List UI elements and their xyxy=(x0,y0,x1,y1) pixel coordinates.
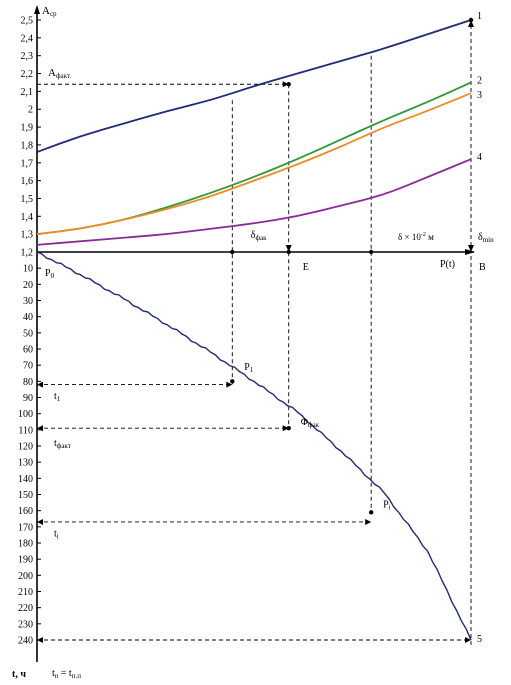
t-tick-label: 80 xyxy=(23,377,33,388)
y-tick-label: 2,3 xyxy=(21,51,34,62)
y-tick-label: 2 xyxy=(28,105,33,116)
point-marker xyxy=(368,249,374,255)
t-tick-label: 200 xyxy=(18,571,33,582)
t-tick-label: 240 xyxy=(18,636,33,647)
y-tick-label: 1,9 xyxy=(21,123,34,134)
a-fact-label: Aфакт. xyxy=(48,67,71,80)
series-2-label: 2 xyxy=(477,75,482,86)
t-tick-label: 20 xyxy=(23,280,33,291)
series-3-line xyxy=(36,92,472,236)
t-tick-label: 40 xyxy=(23,312,33,323)
t-tick-label: 120 xyxy=(18,442,33,453)
ti-guide-arrow-left xyxy=(37,518,43,525)
series-3-label: 3 xyxy=(477,90,482,101)
y-tick-label: 2,1 xyxy=(21,87,34,98)
series-5-line xyxy=(36,251,472,641)
phi-fact-label: Φфак xyxy=(301,417,320,429)
t-tick-label: 170 xyxy=(18,522,33,533)
series-5-label: 5 xyxy=(477,634,482,645)
point-marker xyxy=(286,82,291,87)
y-tick-label: 2,4 xyxy=(21,33,34,44)
series-1-label: 1 xyxy=(477,11,482,22)
t-tick-label: 110 xyxy=(18,425,33,436)
series-2-line xyxy=(36,81,472,236)
p0-label: P0 xyxy=(45,268,55,280)
point-marker xyxy=(368,510,374,515)
a-fact-arrow xyxy=(282,81,289,88)
e-arrow xyxy=(285,245,292,252)
y-tick-label: 1,8 xyxy=(21,140,34,151)
series-4-line xyxy=(36,158,472,246)
t-tick-label: 90 xyxy=(23,393,33,404)
t-tick-label: 140 xyxy=(18,474,33,485)
tn-guide-arrow-right xyxy=(465,637,471,643)
point-marker xyxy=(230,379,235,384)
point-e-label: E xyxy=(303,262,309,273)
t-tick-label: 10 xyxy=(23,264,33,275)
point-marker xyxy=(468,17,474,23)
t-tick-label: 190 xyxy=(18,555,33,566)
t-tick-label: 60 xyxy=(23,345,33,356)
t-tick-label: 210 xyxy=(18,587,33,598)
y-axis-arrow xyxy=(34,5,40,14)
t-tick-label: 30 xyxy=(23,296,33,307)
point-marker xyxy=(286,249,291,255)
t-axis-label: t, ч xyxy=(12,669,26,680)
t-tick-label: 100 xyxy=(18,409,33,420)
t-tick-label: 70 xyxy=(23,361,33,372)
scale-label: δ × 10-2 м xyxy=(398,232,434,242)
y-tick-label: 1,3 xyxy=(21,230,34,241)
y-tick-label: 2,2 xyxy=(21,69,34,80)
tfact-guide-arrow-left xyxy=(37,425,43,432)
point-marker xyxy=(286,426,291,431)
t-tick-label: 150 xyxy=(18,490,33,501)
series-group xyxy=(36,19,472,641)
t-tick-label: 180 xyxy=(18,539,33,550)
series-1-line xyxy=(36,19,472,153)
y-tick-label: 1,4 xyxy=(21,212,34,223)
y-tick-label: 1,2 xyxy=(21,248,34,259)
axes: 1,2 1,3 1,4 1,5 1,6 1,7 1,8 1,9 2 2,1 2,2 2,3 2,4 2,5… xyxy=(18,5,475,662)
t-tick-label: 50 xyxy=(23,328,33,339)
labels-group: 1 2 3 4 5 Acp Aфакт. δфак δ × 10-2 м δmin P(t) B E P0… xyxy=(12,5,494,680)
t1-label: t1 xyxy=(54,391,61,403)
point-marker xyxy=(230,249,235,255)
top-right-arrow xyxy=(468,20,474,27)
tfact-label: tфакт xyxy=(54,438,71,450)
t1-guide-arrow-left xyxy=(37,381,43,388)
ti-label: ti xyxy=(54,529,59,541)
b-arrow xyxy=(468,245,474,252)
delta-fact-label: δфак xyxy=(251,230,267,242)
p-axis-arrow xyxy=(465,249,475,255)
tn-label: tn = tп.п xyxy=(52,668,81,680)
y-tick-label: 1,7 xyxy=(21,158,34,169)
y-tick-label: 2,5 xyxy=(21,16,34,27)
delta-min-label: δmin xyxy=(478,232,494,244)
guide-lines xyxy=(37,18,474,648)
point-b-label: B xyxy=(479,262,486,273)
ti-guide-arrow-right xyxy=(365,518,372,525)
tfact-guide-arrow-right xyxy=(282,425,289,432)
pi-label: Pi xyxy=(383,499,391,511)
t1-guide-arrow-right xyxy=(226,381,233,388)
p-axis-label: P(t) xyxy=(440,259,455,270)
y-tick-label: 1,6 xyxy=(21,176,34,187)
t-tick-label: 230 xyxy=(18,619,33,630)
series-4-label: 4 xyxy=(477,152,482,163)
p1-label: P1 xyxy=(244,362,254,374)
t-tick-label: 220 xyxy=(18,603,33,614)
t-tick-label: 160 xyxy=(18,506,33,517)
y-tick-label: 1,5 xyxy=(21,194,34,205)
y-axis-label: Acp xyxy=(42,5,57,18)
t-tick-label: 130 xyxy=(18,458,33,469)
